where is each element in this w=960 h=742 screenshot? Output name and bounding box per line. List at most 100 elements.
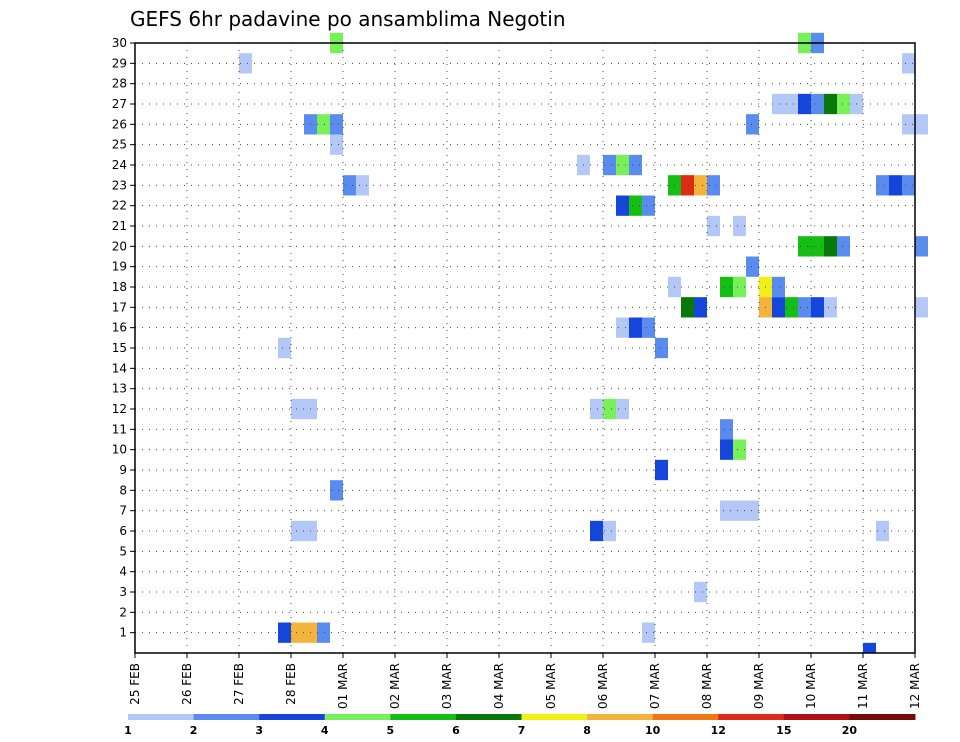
x-tick-label: 01 MAR xyxy=(336,663,350,709)
y-tick-label: 23 xyxy=(112,178,127,192)
y-tick-label: 8 xyxy=(119,483,127,497)
heatmap-cell xyxy=(590,398,603,420)
heatmap-cell xyxy=(772,276,785,298)
y-tick-label: 5 xyxy=(119,544,127,558)
colorbar-swatch xyxy=(455,714,522,720)
heatmap-cell xyxy=(616,317,629,338)
y-tick-label: 17 xyxy=(112,300,127,314)
heatmap-cell xyxy=(356,175,369,196)
heatmap-cell xyxy=(785,93,798,115)
y-tick-label: 25 xyxy=(112,138,127,152)
heatmap-cell xyxy=(707,215,720,237)
heatmap-cell xyxy=(915,114,928,135)
heatmap-cell xyxy=(291,520,304,542)
heatmap-cell xyxy=(616,398,629,420)
heatmap-cell xyxy=(330,480,343,501)
heatmap-cell xyxy=(642,622,655,643)
x-tick-label: 09 MAR xyxy=(752,663,766,709)
colorbar-label: 6 xyxy=(452,724,460,737)
heatmap-cell xyxy=(811,297,824,318)
heatmap-cell xyxy=(720,419,733,440)
y-tick-label: 10 xyxy=(112,443,127,457)
y-tick-label: 7 xyxy=(119,504,127,518)
y-tick-label: 2 xyxy=(119,605,127,619)
heatmap-cell xyxy=(616,154,629,176)
heatmap-cell xyxy=(590,520,603,542)
y-tick-label: 14 xyxy=(112,361,127,375)
x-tick-label: 28 FEB xyxy=(284,663,298,705)
colorbar-label: 5 xyxy=(387,724,395,737)
y-tick-label: 28 xyxy=(112,77,127,91)
heatmap-cell xyxy=(824,297,837,318)
colorbar-label: 4 xyxy=(321,724,329,737)
y-tick-label: 19 xyxy=(112,260,127,274)
colorbar-label: 1 xyxy=(124,724,132,737)
x-axis: 25 FEB 26 FEB 27 FEB 28 FEB 01 MAR 02 MAR 03 M… xyxy=(128,653,922,709)
heatmap-cell xyxy=(824,236,837,257)
heatmap-cell xyxy=(915,236,928,257)
heatmap-cell xyxy=(629,154,642,176)
colorbar-swatch xyxy=(324,714,391,720)
y-tick-label: 15 xyxy=(112,341,127,355)
heatmap-cell xyxy=(707,175,720,196)
heatmap-cell xyxy=(239,53,252,74)
colorbar-swatch xyxy=(390,714,457,720)
heatmap-cell xyxy=(772,93,785,115)
y-tick-label: 30 xyxy=(112,36,127,50)
heatmap-cell xyxy=(343,175,356,196)
y-tick-label: 9 xyxy=(119,463,127,477)
x-tick-label: 06 MAR xyxy=(596,663,610,709)
colorbar-label: 7 xyxy=(518,724,526,737)
y-tick-label: 20 xyxy=(112,239,127,253)
y-axis: 1234567891011121314151617181920212223242… xyxy=(112,36,135,640)
heatmap-cell xyxy=(291,398,304,420)
y-tick-label: 4 xyxy=(119,565,127,579)
heatmap-cell xyxy=(642,195,655,216)
y-tick-label: 24 xyxy=(112,158,127,172)
heatmap-cell xyxy=(824,93,837,115)
x-tick-label: 12 MAR xyxy=(908,663,922,709)
y-tick-label: 1 xyxy=(119,626,127,640)
heatmap-cell xyxy=(746,114,759,135)
x-tick-label: 26 FEB xyxy=(180,663,194,705)
heatmap-cell xyxy=(733,215,746,237)
x-tick-label: 27 FEB xyxy=(232,663,246,705)
heatmap-cell xyxy=(694,581,707,603)
heatmap-cell xyxy=(811,236,824,257)
heatmap-cell xyxy=(681,175,694,196)
heatmap-cell xyxy=(603,398,616,420)
colorbar-label: 10 xyxy=(645,724,661,737)
heatmap-cell xyxy=(642,317,655,338)
heatmap-cell xyxy=(902,114,915,135)
heatmap-cell xyxy=(733,500,746,521)
heatmap-cell xyxy=(694,297,707,318)
heatmap-cell xyxy=(915,297,928,318)
heatmap-cell xyxy=(772,297,785,318)
heatmap-cell xyxy=(798,297,811,318)
y-tick-label: 18 xyxy=(112,280,127,294)
heatmap-cell xyxy=(720,439,733,460)
colorbar-swatch xyxy=(128,714,195,720)
colorbar-label: 15 xyxy=(776,724,791,737)
x-tick-label: 10 MAR xyxy=(804,663,818,709)
heatmap-cell xyxy=(603,520,616,542)
chart-title: GEFS 6hr padavine po ansamblima Negotin xyxy=(130,7,566,31)
heatmap-cell xyxy=(681,297,694,318)
y-tick-label: 27 xyxy=(112,97,127,111)
heatmap-cell xyxy=(876,175,889,196)
y-tick-label: 22 xyxy=(112,199,127,213)
heatmap-cell xyxy=(317,114,330,135)
heatmap-cell xyxy=(720,276,733,298)
colorbar-swatch xyxy=(587,714,654,720)
heatmap-cell xyxy=(733,439,746,460)
colorbar-legend: 1 2 3 4 5 6 7 8 10 12 15 20 xyxy=(124,714,916,737)
colorbar-swatch xyxy=(652,714,719,720)
heatmap-cell xyxy=(811,93,824,115)
colorbar-swatch xyxy=(849,714,916,720)
y-tick-label: 26 xyxy=(112,117,127,131)
y-tick-label: 16 xyxy=(112,321,127,335)
y-tick-label: 12 xyxy=(112,402,127,416)
heatmap-cell xyxy=(655,459,668,481)
heatmap-cell xyxy=(629,195,642,216)
colorbar-swatch xyxy=(259,714,326,720)
